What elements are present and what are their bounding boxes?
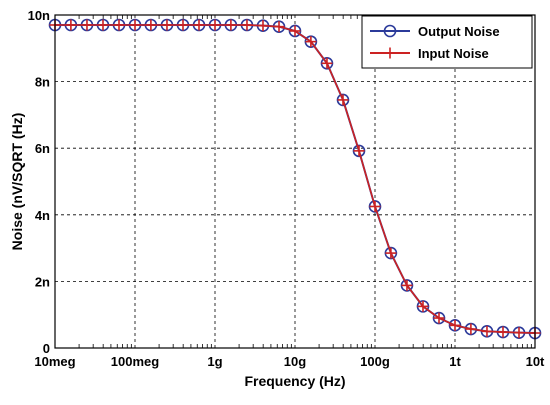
x-tick-label: 10meg (34, 354, 75, 369)
input-noise-point (481, 325, 493, 337)
input-noise-point (145, 19, 157, 31)
x-tick-label: 100g (360, 354, 390, 369)
plot-frame (54, 14, 536, 349)
input-noise-point (257, 20, 269, 32)
x-tick-label: 1t (449, 354, 461, 369)
legend-marker-output-noise (383, 24, 397, 38)
input-noise-point (305, 36, 317, 48)
y-tick-label: 6n (35, 141, 50, 156)
input-noise-point (401, 279, 413, 291)
input-noise-point (193, 19, 205, 31)
y-tick-label: 2n (35, 274, 50, 289)
tick-label-layer: 10meg 100meg 1g 10g 100g 1t 10t 0 2n 4n 6n 8n 10n (28, 8, 545, 369)
input-noise-point (417, 300, 429, 312)
legend-label-output-noise: Output Noise (418, 24, 500, 39)
x-tick-label: 100meg (111, 354, 159, 369)
input-noise-point (81, 19, 93, 31)
input-noise-point (289, 25, 301, 37)
input-noise-point (497, 326, 509, 338)
legend-marker-input-noise (384, 47, 396, 59)
legend-box (361, 15, 533, 69)
y-tick-label: 8n (35, 75, 50, 90)
input-noise-point (273, 21, 285, 33)
legend-entry-output-noise: Output Noise (370, 24, 500, 39)
input-noise-point (465, 323, 477, 335)
input-noise-point (241, 19, 253, 31)
input-noise-point (209, 19, 221, 31)
input-noise-point (369, 200, 381, 212)
legend-entry-input-noise: Input Noise (370, 46, 489, 61)
input-noise-point (225, 19, 237, 31)
x-tick-label: 1g (207, 354, 222, 369)
input-noise-point (449, 319, 461, 331)
legend-label-input-noise: Input Noise (418, 46, 489, 61)
y-tick-label: 4n (35, 208, 50, 223)
input-noise-point (65, 19, 77, 31)
input-noise-point (385, 247, 397, 259)
legend: Output Noise Input Noise (361, 15, 533, 69)
input-noise-point (129, 19, 141, 31)
input-noise-point (97, 19, 109, 31)
input-noise-point (113, 19, 125, 31)
y-tick-label: 0 (43, 341, 50, 356)
x-tick-label: 10g (284, 354, 306, 369)
input-noise-point (161, 19, 173, 31)
input-noise-point (177, 19, 189, 31)
input-noise-point (353, 145, 365, 157)
x-tick-label: 10t (526, 354, 545, 369)
y-axis-title: Noise (nV/SQRT (Hz) (9, 113, 25, 251)
y-tick-label: 10n (28, 8, 50, 23)
input-noise-point (337, 94, 349, 106)
input-noise-point (433, 312, 445, 324)
x-axis-title: Frequency (Hz) (244, 373, 345, 389)
input-noise-point (513, 327, 525, 339)
input-noise-point (321, 57, 333, 69)
